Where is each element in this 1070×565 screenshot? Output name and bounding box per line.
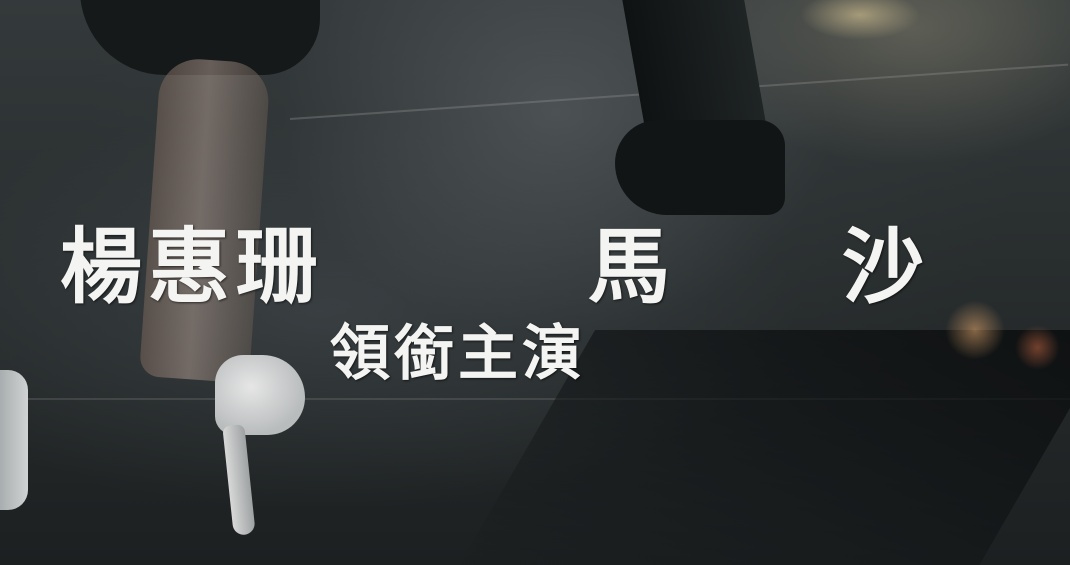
credit-name-2: 馬 bbox=[588, 220, 677, 315]
floor-seam-line bbox=[0, 398, 1070, 400]
credit-role: 領銜主演 bbox=[330, 319, 586, 389]
light-spot bbox=[800, 0, 920, 40]
credit-name-1: 楊惠珊 bbox=[60, 220, 325, 315]
dark-shoe-right bbox=[615, 120, 785, 215]
credit-names-row: 楊惠珊 馬 沙 bbox=[60, 218, 980, 318]
white-shoe bbox=[215, 355, 305, 435]
white-shoe-heel bbox=[222, 424, 256, 536]
partial-shoe-left-edge bbox=[0, 370, 28, 510]
light-spot bbox=[945, 300, 1005, 360]
credit-name-3: 沙 bbox=[842, 220, 931, 315]
light-spot bbox=[1015, 325, 1060, 370]
